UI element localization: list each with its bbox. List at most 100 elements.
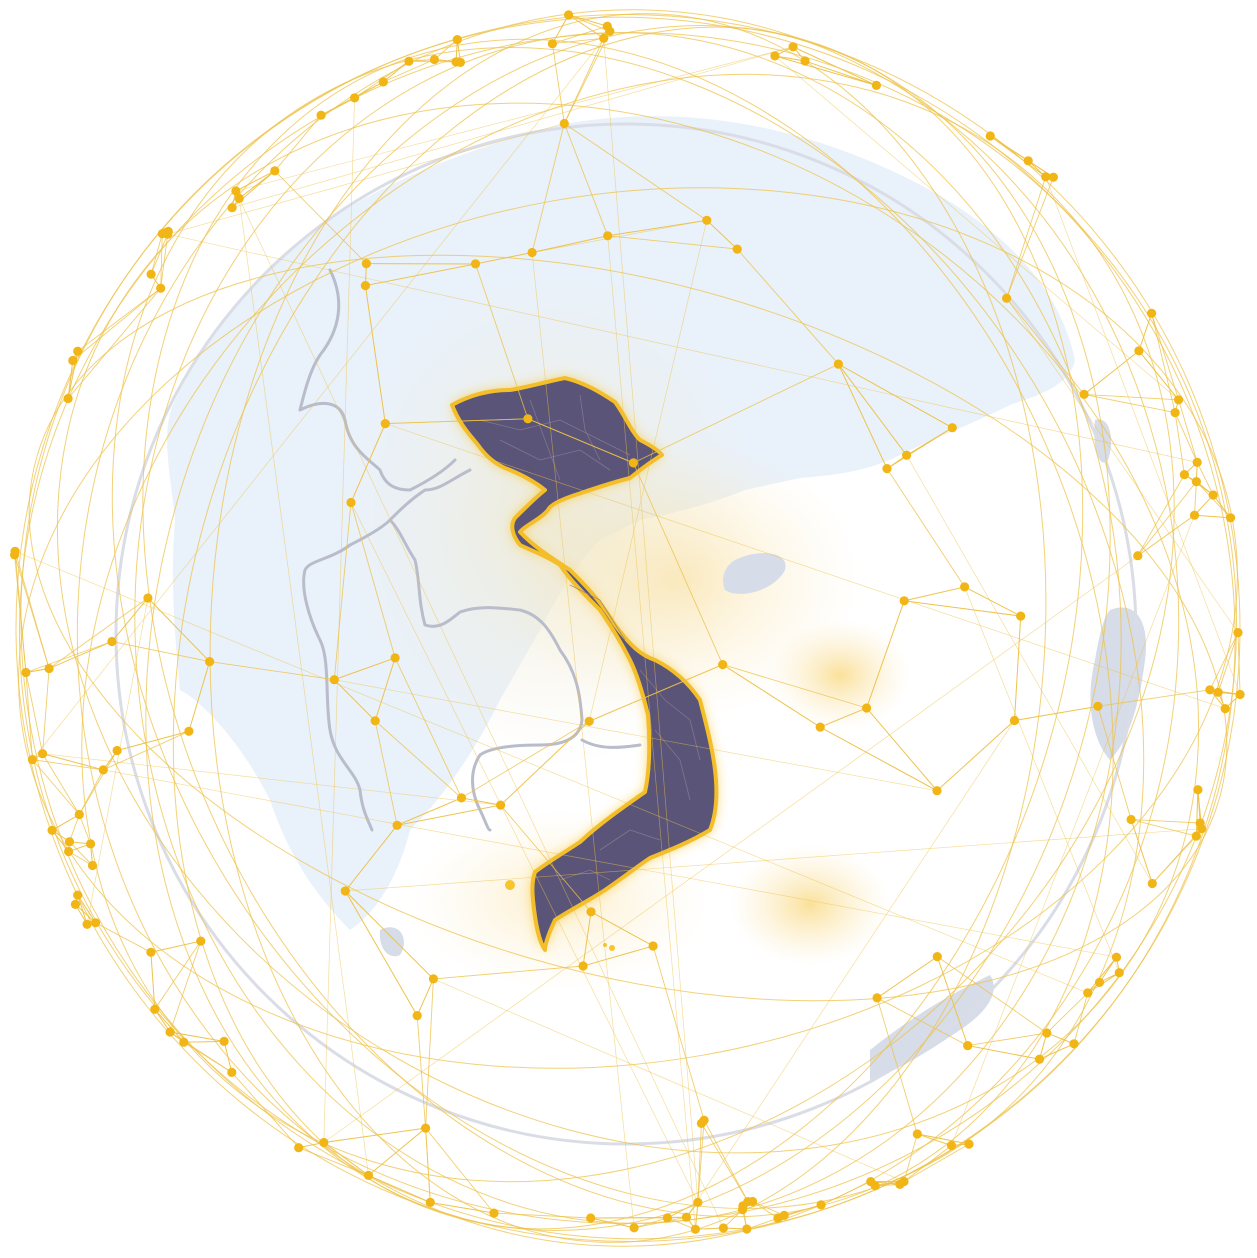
network-node	[219, 1036, 229, 1046]
network-link	[551, 43, 565, 124]
network-link	[774, 55, 877, 86]
network-link	[967, 1032, 1047, 1047]
network-chord	[964, 586, 1120, 973]
network-link	[876, 956, 938, 999]
network-link	[527, 418, 634, 464]
network-chord	[323, 514, 1195, 1143]
network-link	[903, 1133, 918, 1182]
network-node	[816, 1200, 826, 1210]
network-chord	[167, 123, 565, 235]
network-node	[1192, 457, 1202, 467]
network-node	[227, 1067, 237, 1077]
network-node	[1023, 156, 1033, 166]
network-link	[188, 661, 211, 732]
network-link	[1237, 632, 1241, 695]
network-link	[1006, 177, 1054, 299]
province-lines	[479, 394, 701, 881]
network-node	[586, 1213, 596, 1223]
network-link	[116, 730, 190, 751]
network-link	[374, 720, 462, 799]
network-chord	[232, 46, 794, 209]
network-link	[69, 814, 80, 842]
network-node	[1094, 977, 1105, 988]
network-node	[68, 355, 78, 366]
network-node	[404, 56, 414, 66]
network-link	[1151, 313, 1180, 400]
network-chord	[951, 515, 1195, 1146]
network-chord	[86, 597, 149, 925]
network-node	[690, 1224, 701, 1234]
network-node	[732, 244, 742, 254]
network-link	[147, 597, 210, 662]
network-node	[718, 660, 728, 670]
network-link	[111, 641, 210, 663]
network-link	[552, 37, 604, 45]
network-link	[633, 363, 839, 464]
network-chord	[531, 252, 635, 1228]
network-node	[1208, 490, 1218, 500]
network-link	[695, 1227, 724, 1230]
network-link	[68, 851, 93, 866]
network-chord	[14, 550, 1088, 994]
network-link	[746, 1217, 779, 1230]
network-link	[274, 114, 322, 172]
network-node	[231, 186, 241, 196]
network-node	[628, 458, 639, 468]
network-chord	[235, 46, 794, 192]
network-link	[95, 922, 152, 953]
network-node	[412, 1011, 422, 1021]
network-link	[154, 1009, 185, 1043]
network-link	[67, 287, 162, 399]
network-link	[697, 1120, 705, 1203]
network-node	[380, 419, 390, 429]
network-link	[1084, 393, 1176, 414]
network-node	[963, 1041, 973, 1051]
network-link	[425, 1128, 431, 1203]
network-node	[932, 786, 942, 796]
network-node	[1034, 1054, 1045, 1064]
network-node	[1226, 513, 1236, 523]
network-node	[932, 952, 942, 962]
network-link	[72, 287, 161, 361]
network-node	[872, 993, 882, 1003]
network-node	[452, 35, 462, 45]
network-chord	[334, 679, 938, 792]
network-chord	[103, 769, 1117, 958]
network-link	[42, 753, 104, 771]
network-link	[701, 1123, 749, 1202]
network-node	[179, 1037, 189, 1047]
network-link	[430, 1201, 495, 1214]
network-link	[48, 597, 149, 669]
network-link	[652, 945, 705, 1121]
network-chord	[532, 219, 707, 253]
network-node	[648, 941, 658, 951]
network-node	[38, 749, 48, 759]
network-node	[360, 281, 370, 291]
network-link	[906, 427, 953, 456]
network-chord	[350, 502, 699, 1203]
network-link	[804, 60, 877, 86]
network-node	[1205, 685, 1215, 695]
network-node	[1069, 1039, 1079, 1049]
network-link	[150, 952, 156, 1010]
network-node	[899, 1176, 909, 1187]
network-node	[1147, 308, 1157, 318]
network-node	[363, 1170, 374, 1180]
network-link	[32, 759, 104, 771]
network-link	[1039, 1043, 1075, 1060]
network-link	[917, 1133, 970, 1145]
network-node	[603, 231, 613, 241]
network-node	[662, 1213, 673, 1223]
network-link	[967, 1045, 1040, 1060]
network-link	[633, 1217, 668, 1229]
network-node	[1093, 701, 1103, 711]
network-node	[86, 839, 96, 849]
network-link	[169, 940, 202, 1033]
network-node	[73, 890, 83, 900]
network-link	[1178, 399, 1198, 463]
network-node	[390, 653, 400, 663]
network-node	[866, 1177, 876, 1187]
network-node	[788, 42, 798, 52]
network-node	[107, 636, 117, 647]
